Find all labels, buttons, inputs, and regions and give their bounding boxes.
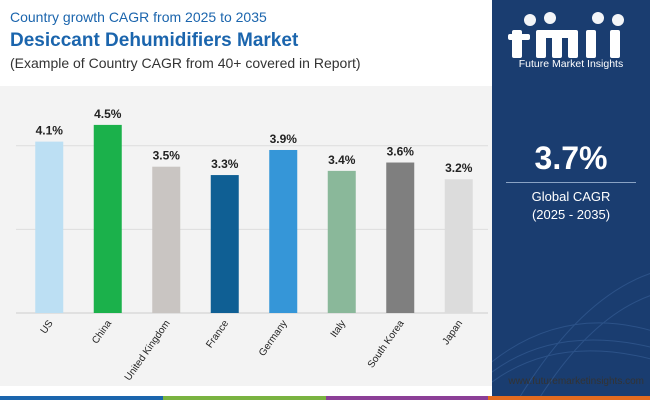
global-cagr-label: Global CAGR (2025 - 2035) [492, 188, 650, 224]
global-cagr-value: 3.7% [534, 140, 608, 176]
bar-germany [269, 149, 298, 313]
x-tick-south-korea: South Korea [366, 318, 407, 370]
data-label-united-kingdom: 3.5% [153, 149, 181, 163]
global-cagr-period: (2025 - 2035) [531, 207, 611, 222]
data-label-france: 3.3% [211, 157, 239, 171]
x-tick-italy: Italy [329, 318, 349, 339]
x-tick-united-kingdom: United Kingdom [123, 318, 173, 383]
x-tick-japan: Japan [441, 318, 466, 347]
summary-sidebar: Future Market Insights 3.7% Global CAGR … [492, 0, 650, 400]
decorative-swirl [492, 273, 650, 400]
bar-japan [444, 179, 473, 313]
chart-note: (Example of Country CAGR from 40+ covere… [10, 55, 361, 71]
bar-china [93, 124, 122, 314]
chart-header: Country growth CAGR from 2025 to 2035 De… [10, 8, 480, 72]
bottom-bar-segment-3 [326, 396, 488, 400]
bottom-bar-segment-1 [0, 396, 163, 400]
data-label-china: 4.5% [94, 107, 122, 121]
bottom-bar-segment-2 [163, 396, 326, 400]
x-tick-us: US [39, 318, 56, 336]
x-tick-france: France [204, 318, 231, 350]
data-label-us: 4.1% [36, 124, 64, 138]
fmi-logo [508, 12, 624, 58]
chart-subtitle: Country growth CAGR from 2025 to 2035 [10, 9, 267, 25]
chart-title: Desiccant Dehumidifiers Market [10, 30, 299, 51]
logo-wordmark: Future Market Insights [518, 58, 624, 70]
bar-france [210, 175, 239, 313]
bar-united-kingdom [152, 166, 181, 313]
chart-panel: 4.1% US 4.5% China 3.5% United Kingdom 3.3% Fra… [0, 86, 492, 386]
bottom-bar-segment-4 [488, 396, 650, 400]
x-tick-germany: Germany [257, 318, 290, 358]
data-label-japan: 3.2% [445, 161, 473, 175]
global-cagr-label-line1: Global CAGR [531, 189, 611, 204]
cagr-divider [506, 182, 636, 183]
data-label-south-korea: 3.6% [387, 145, 415, 159]
bar-south-korea [386, 162, 415, 313]
x-tick-china: China [90, 318, 114, 346]
bar-italy [327, 170, 356, 313]
data-label-italy: 3.4% [328, 153, 356, 167]
bar-chart: 4.1% US 4.5% China 3.5% United Kingdom 3.3% Fra… [16, 107, 488, 383]
website-url[interactable]: www.futuremarketinsights.com [508, 376, 644, 387]
bar-us [35, 141, 64, 313]
data-label-germany: 3.9% [270, 132, 298, 146]
